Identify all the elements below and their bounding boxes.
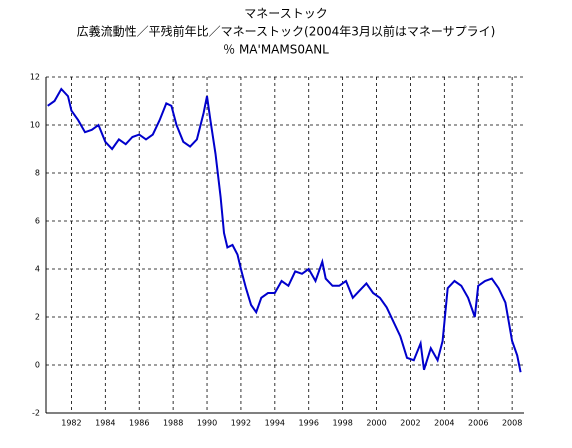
- unit-label: ％ MA'MAMS0ANL: [223, 43, 329, 57]
- x-tick-label: 1998: [332, 419, 352, 428]
- x-tick-label: 1988: [163, 419, 183, 428]
- x-tick-label: 1992: [231, 419, 251, 428]
- x-tick-label: 1994: [265, 419, 285, 428]
- y-tick-label: 0: [35, 361, 40, 370]
- x-tick-label: 2008: [502, 419, 522, 428]
- chart-title: マネーストック: [244, 7, 327, 21]
- x-tick-label: 2002: [400, 419, 420, 428]
- x-tick-label: 2000: [366, 419, 386, 428]
- x-tick-label: 1984: [95, 419, 115, 428]
- data-line: [47, 87, 522, 373]
- x-tick-label: 1982: [61, 419, 81, 428]
- y-tick-label: 12: [30, 73, 40, 82]
- x-tick-label: 1990: [197, 419, 217, 428]
- y-tick-label: 2: [35, 313, 40, 322]
- x-tick-label: 1986: [129, 419, 149, 428]
- y-tick-label: 4: [35, 265, 40, 274]
- y-tick-label: 6: [35, 217, 40, 226]
- y-tick-label: 8: [35, 169, 40, 178]
- y-tick-label: 10: [30, 121, 40, 130]
- chart-subtitle: 広義流動性／平残前年比／マネーストック(2004年3月以前はマネーサプライ): [77, 24, 496, 39]
- x-tick-label: 2004: [434, 419, 454, 428]
- x-tick-label: 2006: [468, 419, 488, 428]
- y-tick-label: -2: [32, 409, 40, 418]
- x-tick-label: 1996: [299, 419, 319, 428]
